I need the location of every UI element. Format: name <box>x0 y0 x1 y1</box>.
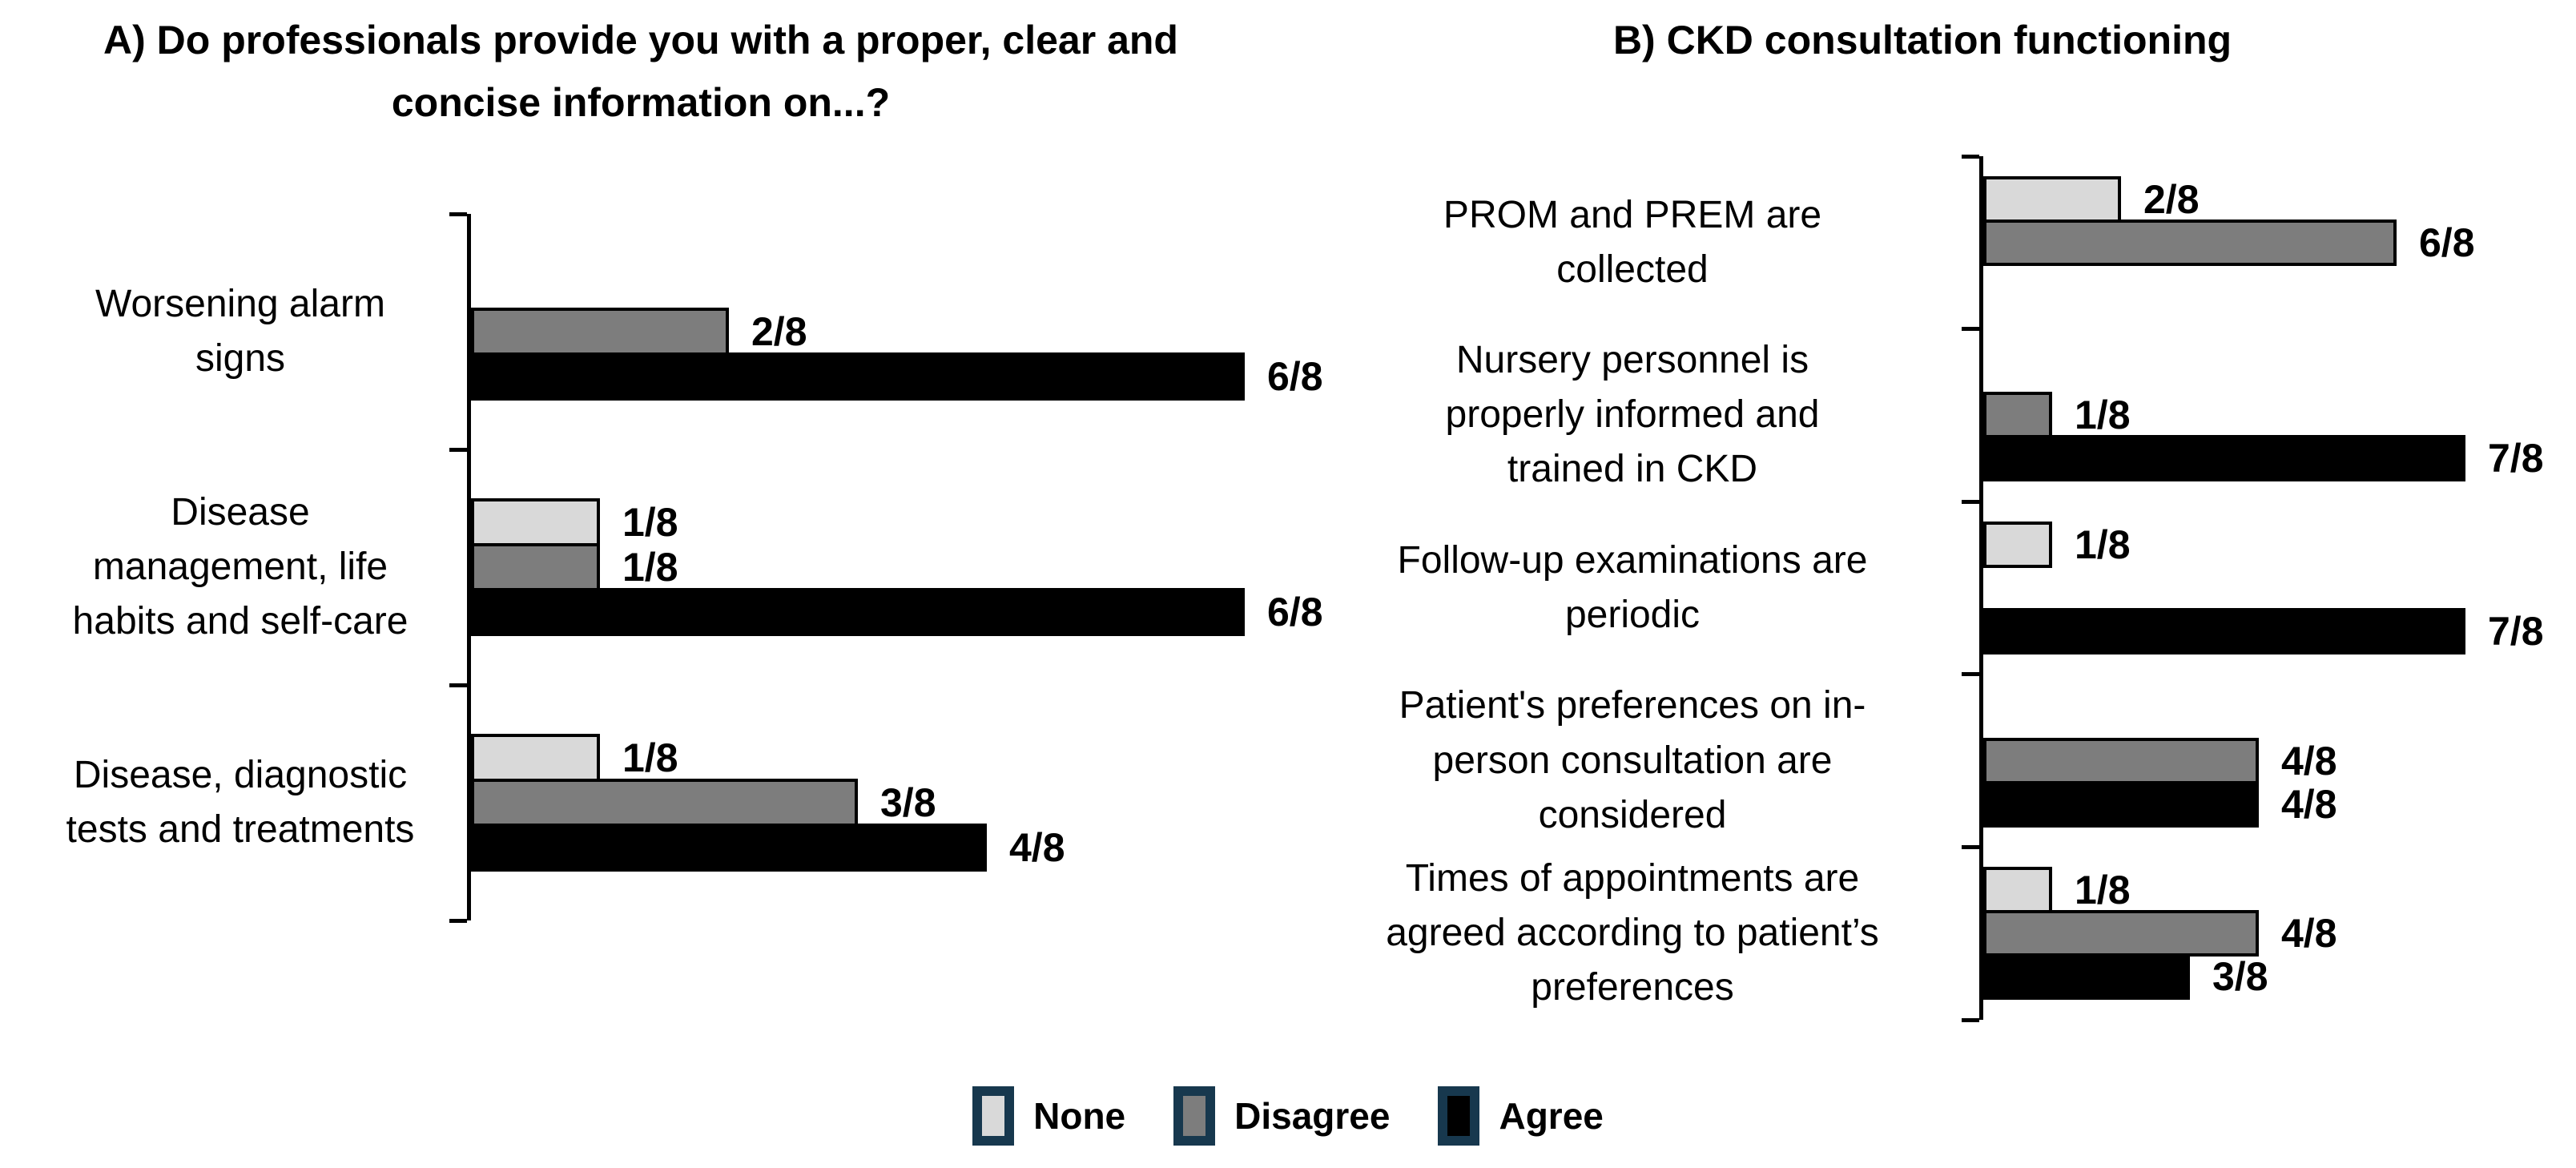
chart-b-axis-tick-3 <box>1962 672 1979 677</box>
chart-b-axis-tick-1 <box>1962 327 1979 332</box>
chart-a-axis-tick-1 <box>449 447 467 452</box>
chart-b-category-1-label: Nursery personnel is properly informed a… <box>1445 339 1820 491</box>
legend-label-disagree: Disagree <box>1234 1095 1391 1137</box>
chart-b-category-2-none-value: 1/8 <box>2075 522 2131 567</box>
chart-b-category-4-none-value: 1/8 <box>2075 868 2131 913</box>
chart-b-category-1-disagree-bar <box>1983 392 2052 439</box>
chart-b-category-3-label: Patient's preferences on in- person cons… <box>1399 684 1866 836</box>
chart-a-category-1-disagree-bar <box>471 543 600 591</box>
chart-b-category-2-label: Follow-up examinations are periodic <box>1397 538 1868 636</box>
chart-b-category-3-disagree-bar <box>1983 737 2259 784</box>
chart-a-category-1-agree-bar <box>471 588 1245 636</box>
chart-a-axis-tick-3 <box>449 918 467 923</box>
chart-b-category-0-none-bar <box>1983 175 2121 223</box>
chart-a-axis-tick-2 <box>449 683 467 687</box>
chart-a-category-0-label: Worsening alarm signs <box>95 282 385 380</box>
chart-a-category-2-label: Disease, diagnostic tests and treatments <box>66 753 415 851</box>
chart-a-category-0-agree-bar <box>471 352 1245 401</box>
chart-a-category-2-disagree-value: 3/8 <box>880 780 936 825</box>
chart-a-category-1-label: Disease management, life habits and self… <box>72 490 409 643</box>
chart-b-axis-tick-4 <box>1962 844 1979 849</box>
legend-swatch-disagree-icon <box>1173 1086 1216 1146</box>
chart-b-category-2-agree-bar <box>1983 608 2465 654</box>
chart-b-title: B) CKD consultation functioning <box>1612 18 2232 62</box>
chart-b-category-1-agree-value: 7/8 <box>2488 436 2544 481</box>
chart-b-category-0-disagree-bar <box>1983 219 2397 266</box>
legend-swatch-agree-icon <box>1438 1086 1480 1146</box>
chart-a-category-2-agree-bar <box>471 824 987 872</box>
chart-b-category-4-none-bar <box>1983 867 2052 914</box>
chart-b-category-0-label: PROM and PREM are collected <box>1443 193 1822 291</box>
chart-b-category-4-agree-value: 3/8 <box>2212 954 2268 1000</box>
chart-a-title: A) Do professionals provide you with a p… <box>103 18 1178 125</box>
chart-b-category-2-agree-value: 7/8 <box>2488 609 2544 654</box>
chart-b-category-0-none-value: 2/8 <box>2143 176 2200 222</box>
chart-b-category-4-disagree-bar <box>1983 910 2259 957</box>
legend-swatch-none-icon <box>972 1086 1015 1146</box>
chart-a-category-1-agree-value: 6/8 <box>1267 590 1323 634</box>
chart-b-category-1-disagree-value: 1/8 <box>2075 393 2131 438</box>
legend-item-none: None <box>972 1086 1125 1146</box>
chart-b-category-3-disagree-value: 4/8 <box>2281 738 2337 783</box>
chart-a-axis-tick-0 <box>449 211 467 216</box>
chart-b-category-0-disagree-value: 6/8 <box>2419 220 2475 265</box>
chart-b-category-4-label: Times of appointments are agreed accordi… <box>1386 856 1879 1009</box>
chart-a-category-2-agree-value: 4/8 <box>1009 825 1065 870</box>
chart-a-category-2-none-bar <box>471 734 600 782</box>
chart-b-axis-tick-2 <box>1962 499 1979 504</box>
chart-a-category-0-agree-value: 6/8 <box>1267 354 1323 399</box>
legend-label-agree: Agree <box>1499 1095 1604 1137</box>
chart-b-y-axis <box>1979 156 1983 1020</box>
chart-a-category-1-none-value: 1/8 <box>622 500 678 545</box>
chart-b-category-1-agree-bar <box>1983 435 2465 482</box>
chart-a-category-2-none-value: 1/8 <box>622 735 678 780</box>
chart-b-category-2-none-bar <box>1983 522 2052 568</box>
legend-item-disagree: Disagree <box>1173 1086 1390 1146</box>
chart-b-category-3-agree-value: 4/8 <box>2281 781 2337 827</box>
chart-a-category-0-disagree-bar <box>471 308 729 356</box>
chart-a-category-2-disagree-bar <box>471 779 858 827</box>
chart-b-category-4-disagree-value: 4/8 <box>2281 911 2337 957</box>
chart-a-category-0-disagree-value: 2/8 <box>751 309 807 354</box>
chart-b-axis-tick-0 <box>1962 154 1979 159</box>
chart-a-category-1-none-bar <box>471 498 600 546</box>
legend-label-none: None <box>1033 1095 1126 1137</box>
chart-a-category-1-disagree-value: 1/8 <box>622 545 678 590</box>
chart-a-y-axis <box>467 214 471 920</box>
chart-b-category-4-agree-bar <box>1983 953 2190 1001</box>
legend: None Disagree Agree <box>0 1086 2576 1146</box>
chart-b-category-3-agree-bar <box>1983 780 2259 828</box>
legend-item-agree: Agree <box>1438 1086 1604 1146</box>
chart-b-axis-tick-5 <box>1962 1017 1979 1022</box>
